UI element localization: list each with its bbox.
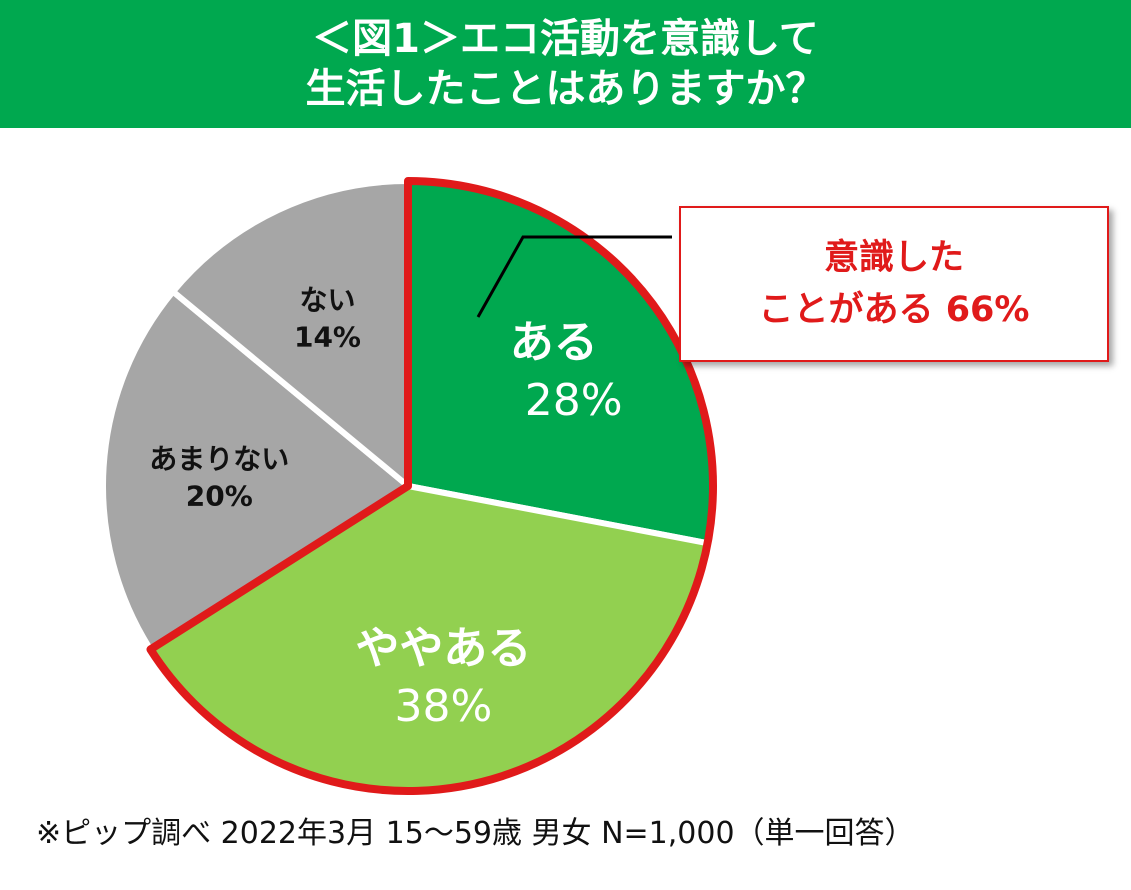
source-footnote: ※ピップ調べ 2022年3月 15～59歳 男女 N=1,000（単一回答） — [36, 816, 915, 851]
slice-label-name-3: あまりない — [149, 443, 289, 476]
slice-label-value-1: 28% — [525, 375, 623, 426]
callout-line1: 意識した — [823, 238, 964, 278]
pie-slice-4 — [169, 178, 411, 489]
highlight-callout: 意識した ことがある 66% — [679, 206, 1109, 362]
pie-chart: ある 28% ややある 38% あまりない 20% ない 14% — [100, 177, 717, 795]
slice-label-name-4: ない — [299, 283, 355, 316]
callout-leader-line — [476, 235, 672, 318]
highlight-outline — [146, 177, 717, 795]
slice-label-name-1: ある — [510, 317, 598, 368]
chart-title-banner: ＜図1＞エコ活動を意識して 生活したことはありますか？ — [0, 0, 1131, 128]
slice-label-value-2: 38% — [395, 681, 493, 732]
slice-label-name-2: ややある — [355, 623, 531, 674]
pie-slice-3 — [100, 288, 411, 653]
slice-label-value-4: 14% — [294, 320, 361, 353]
chart-title-line1: ＜図1＞エコ活動を意識して — [312, 16, 819, 62]
chart-title-line2: 生活したことはありますか？ — [305, 66, 826, 112]
slice-label-value-3: 20% — [186, 480, 253, 513]
callout-line2: ことがある 66% — [758, 290, 1030, 330]
